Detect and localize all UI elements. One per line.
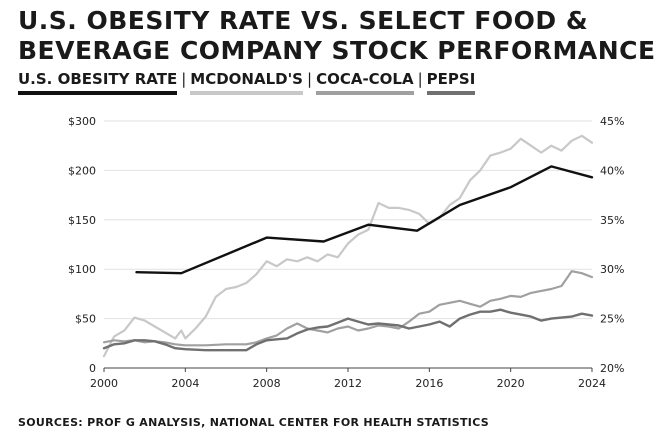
y-left-tick-label: $200 bbox=[68, 164, 96, 177]
y-right-tick-label: 30% bbox=[600, 263, 624, 276]
y-right-tick-label: 25% bbox=[600, 313, 624, 326]
y-left-tick-label: $100 bbox=[68, 263, 96, 276]
y-right-tick-label: 40% bbox=[600, 164, 624, 177]
x-tick-label: 2020 bbox=[497, 377, 525, 390]
source-note: Sources: Prof G Analysis, National Cente… bbox=[18, 416, 489, 429]
legend-separator: | bbox=[417, 70, 423, 88]
legend-item-mcdonalds: McDonald's bbox=[190, 70, 303, 95]
x-tick-label: 2008 bbox=[253, 377, 281, 390]
legend-item-coca-cola: Coca-Cola bbox=[316, 70, 414, 95]
legend-separator: | bbox=[181, 70, 187, 88]
x-tick-label: 2024 bbox=[578, 377, 606, 390]
x-tick-label: 2012 bbox=[334, 377, 362, 390]
x-tick-label: 2000 bbox=[90, 377, 118, 390]
y-left-tick-label: $50 bbox=[75, 313, 96, 326]
y-left-tick-label: 0 bbox=[89, 362, 96, 375]
y-right-tick-label: 20% bbox=[600, 362, 624, 375]
series-line-mcdonald-s bbox=[102, 134, 594, 358]
y-right-tick-label: 35% bbox=[600, 214, 624, 227]
legend-item-pepsi: Pepsi bbox=[426, 70, 476, 95]
x-tick-label: 2016 bbox=[415, 377, 443, 390]
y-right-tick-label: 45% bbox=[600, 115, 624, 128]
series-line-u-s-obesity-rate bbox=[135, 165, 594, 275]
y-left-tick-label: $150 bbox=[68, 214, 96, 227]
legend: U.S. Obesity Rate | McDonald's | Coca-Cola | P… bbox=[18, 70, 476, 95]
y-left-tick-label: $300 bbox=[68, 115, 96, 128]
series-line-coca-cola bbox=[102, 270, 594, 347]
legend-item-obesity: U.S. Obesity Rate bbox=[18, 70, 178, 95]
legend-separator: | bbox=[307, 70, 313, 88]
line-chart: 0 20% $50 25% $100 30% $150 35% $200 40% $300 45% 20… bbox=[68, 115, 624, 390]
chart-title: U.S. Obesity Rate vs. Select Food & Beve… bbox=[18, 6, 656, 65]
x-tick-label: 2004 bbox=[171, 377, 199, 390]
series-line-pepsi bbox=[102, 308, 594, 352]
